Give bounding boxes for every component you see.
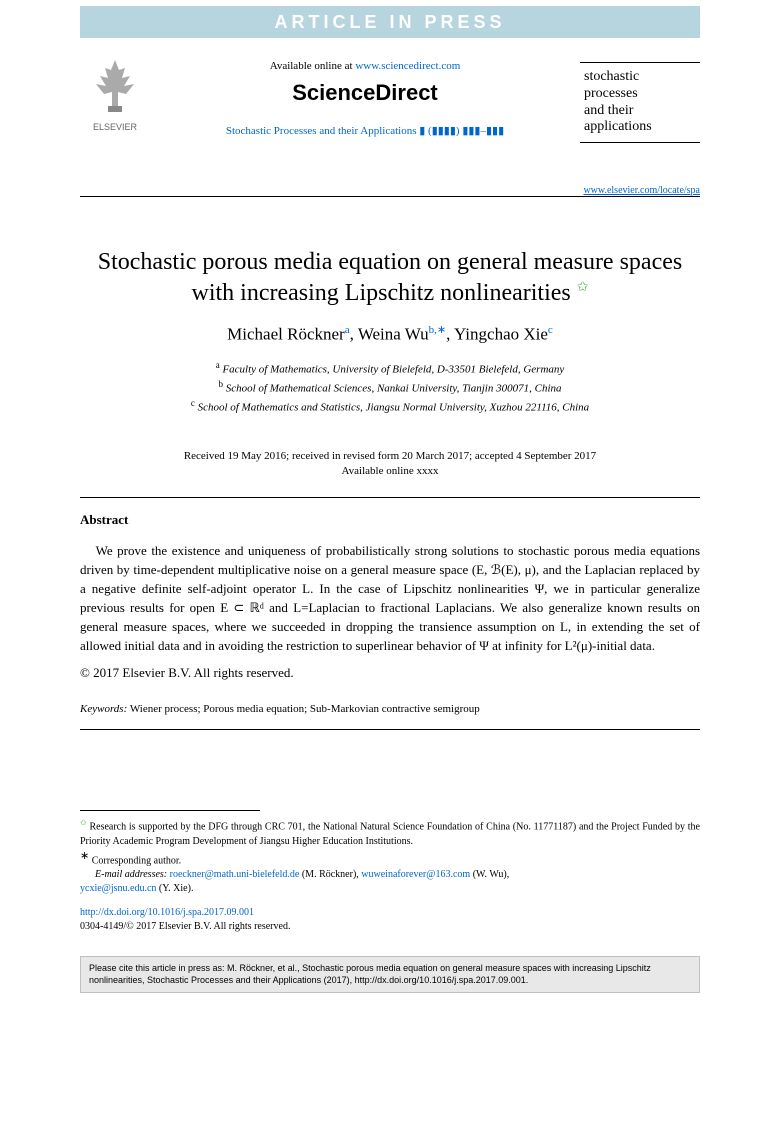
email-footnote: E-mail addresses: roeckner@math.uni-biel… (80, 868, 700, 882)
citation-box: Please cite this article in press as: M.… (80, 956, 700, 993)
email-link[interactable]: ycxie@jsnu.edu.cn (80, 883, 156, 894)
keywords-label: Keywords: (80, 703, 127, 715)
journal-logo-box: stochastic processes and their applicati… (580, 62, 700, 143)
author-affil-sup[interactable]: b, (429, 324, 437, 336)
authors-line: Michael Röcknera, Weina Wub,∗, Yingchao … (80, 323, 700, 345)
email-label: E-mail addresses: (95, 869, 167, 880)
corresponding-star-icon[interactable]: ∗ (437, 324, 446, 336)
copyright-line: © 2017 Elsevier B.V. All rights reserved… (80, 665, 700, 681)
affiliations-block: a Faculty of Mathematics, University of … (80, 359, 700, 416)
article-in-press-banner: ARTICLE IN PRESS (80, 6, 700, 38)
footnotes-block: ✩ Research is supported by the DFG throu… (80, 817, 700, 896)
corresponding-text: Corresponding author. (92, 855, 181, 866)
affiliation-text: Faculty of Mathematics, University of Bi… (222, 364, 564, 376)
author-affil-sup[interactable]: a (345, 324, 350, 336)
elsevier-label: ELSEVIER (80, 122, 150, 132)
funding-footnote: ✩ Research is supported by the DFG throu… (80, 817, 700, 848)
footnote-divider (80, 810, 260, 811)
doi-block: http://dx.doi.org/10.1016/j.spa.2017.09.… (80, 906, 700, 934)
issn-copyright: 0304-4149/© 2017 Elsevier B.V. All right… (80, 920, 700, 934)
keywords-text: Wiener process; Porous media equation; S… (127, 703, 480, 715)
affiliation-text: School of Mathematical Sciences, Nankai … (226, 383, 562, 395)
journal-reference[interactable]: Stochastic Processes and their Applicati… (170, 124, 560, 137)
journal-logo-line: applications (584, 119, 696, 136)
affiliation-text: School of Mathematics and Statistics, Ji… (198, 402, 590, 414)
email-name: (Y. Xie). (156, 883, 193, 894)
email-link[interactable]: wuweinaforever@163.com (361, 869, 470, 880)
title-text: Stochastic porous media equation on gene… (98, 249, 682, 306)
journal-url-link[interactable]: www.elsevier.com/locate/spa (583, 185, 700, 196)
abstract-top-divider (80, 497, 700, 498)
corresponding-footnote: ∗ Corresponding author. (80, 849, 700, 868)
corresponding-star-icon: ∗ (80, 850, 89, 862)
available-online-text: Available online at www.sciencedirect.co… (170, 60, 560, 72)
abstract-heading: Abstract (80, 512, 700, 528)
author-name: Weina Wu (358, 325, 429, 344)
abstract-body: We prove the existence and uniqueness of… (80, 542, 700, 655)
funding-star-icon: ✩ (80, 818, 87, 827)
funding-text: Research is supported by the DFG through… (80, 822, 700, 847)
available-online-date: Available online xxxx (80, 464, 700, 479)
author-name: Michael Röckner (227, 325, 345, 344)
received-dates: Received 19 May 2016; received in revise… (80, 449, 700, 464)
affiliation-line: c School of Mathematics and Statistics, … (80, 397, 700, 416)
elsevier-tree-icon (88, 56, 142, 116)
affiliation-line: a Faculty of Mathematics, University of … (80, 359, 700, 378)
elsevier-logo-block: ELSEVIER (80, 56, 150, 132)
email-link[interactable]: roeckner@math.uni-bielefeld.de (170, 869, 300, 880)
available-online-prefix: Available online at (270, 60, 356, 72)
sciencedirect-logo: ScienceDirect (170, 80, 560, 106)
affiliation-line: b School of Mathematical Sciences, Nanka… (80, 378, 700, 397)
center-header: Available online at www.sciencedirect.co… (170, 56, 560, 137)
journal-logo-line: stochastic (584, 69, 696, 86)
journal-logo-line: and their (584, 103, 696, 120)
doi-link[interactable]: http://dx.doi.org/10.1016/j.spa.2017.09.… (80, 907, 254, 918)
abstract-bottom-divider (80, 729, 700, 730)
title-funding-star-icon: ✩ (577, 280, 589, 295)
author-name: Yingchao Xie (454, 325, 548, 344)
header-divider (80, 196, 700, 197)
email-name: (W. Wu), (470, 869, 509, 880)
email-footnote-cont: ycxie@jsnu.edu.cn (Y. Xie). (80, 882, 700, 896)
article-title: Stochastic porous media equation on gene… (80, 247, 700, 309)
email-name: (M. Röckner), (299, 869, 361, 880)
header-area: ELSEVIER Available online at www.science… (80, 56, 700, 196)
sciencedirect-link[interactable]: www.sciencedirect.com (355, 60, 460, 72)
keywords-line: Keywords: Wiener process; Porous media e… (80, 703, 700, 715)
journal-logo-line: processes (584, 86, 696, 103)
author-affil-sup[interactable]: c (548, 324, 553, 336)
dates-block: Received 19 May 2016; received in revise… (80, 449, 700, 480)
